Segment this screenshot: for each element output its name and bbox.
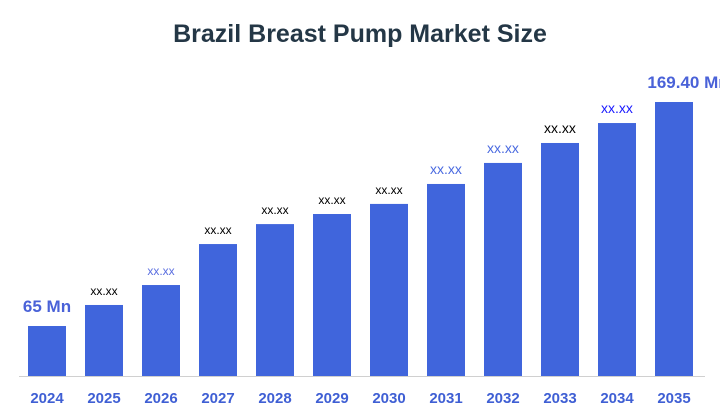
data-label-2024: 65 Mn	[23, 297, 71, 316]
bar-2030	[370, 203, 408, 376]
bar-2032	[484, 162, 522, 376]
x-tick-label-2032: 2032	[486, 390, 519, 407]
data-label-2028: xx.xx	[261, 203, 288, 217]
x-tick-label-2028: 2028	[258, 390, 291, 407]
x-tick-label-2026: 2026	[144, 390, 177, 407]
bar-2033	[541, 142, 579, 376]
x-tick-label-2029: 2029	[315, 390, 348, 407]
data-label-2026: xx.xx	[147, 264, 174, 278]
data-label-2034: xx.xx	[601, 100, 633, 116]
x-tick-label-2025: 2025	[87, 390, 120, 407]
data-label-2029: xx.xx	[318, 193, 345, 207]
data-label-2025: xx.xx	[90, 284, 117, 298]
x-tick-label-2035: 2035	[657, 390, 690, 407]
bar-2029	[313, 214, 351, 376]
x-tick-label-2030: 2030	[372, 390, 405, 407]
data-label-2032: xx.xx	[487, 140, 519, 156]
bar-2031	[427, 183, 465, 376]
x-tick-label-2027: 2027	[201, 390, 234, 407]
chart-title: Brazil Breast Pump Market Size	[173, 20, 547, 48]
x-tick-label-2031: 2031	[429, 390, 462, 407]
bar-2024	[28, 326, 66, 376]
x-tick-label-2033: 2033	[543, 390, 576, 407]
bar-2035	[655, 102, 693, 376]
data-label-2030: xx.xx	[375, 183, 402, 197]
bar-2026	[142, 285, 180, 376]
bar-2028	[256, 224, 294, 376]
bar-2034	[598, 123, 636, 377]
bar-2027	[199, 244, 237, 376]
data-label-2031: xx.xx	[430, 161, 462, 177]
data-label-2027: xx.xx	[204, 223, 231, 237]
x-tick-label-2024: 2024	[30, 390, 64, 407]
data-label-2033: xx.xx	[544, 120, 576, 136]
bar-2025	[85, 304, 123, 376]
x-tick-label-2034: 2034	[600, 390, 634, 407]
data-label-2035: 169.40 Mn	[647, 73, 720, 92]
